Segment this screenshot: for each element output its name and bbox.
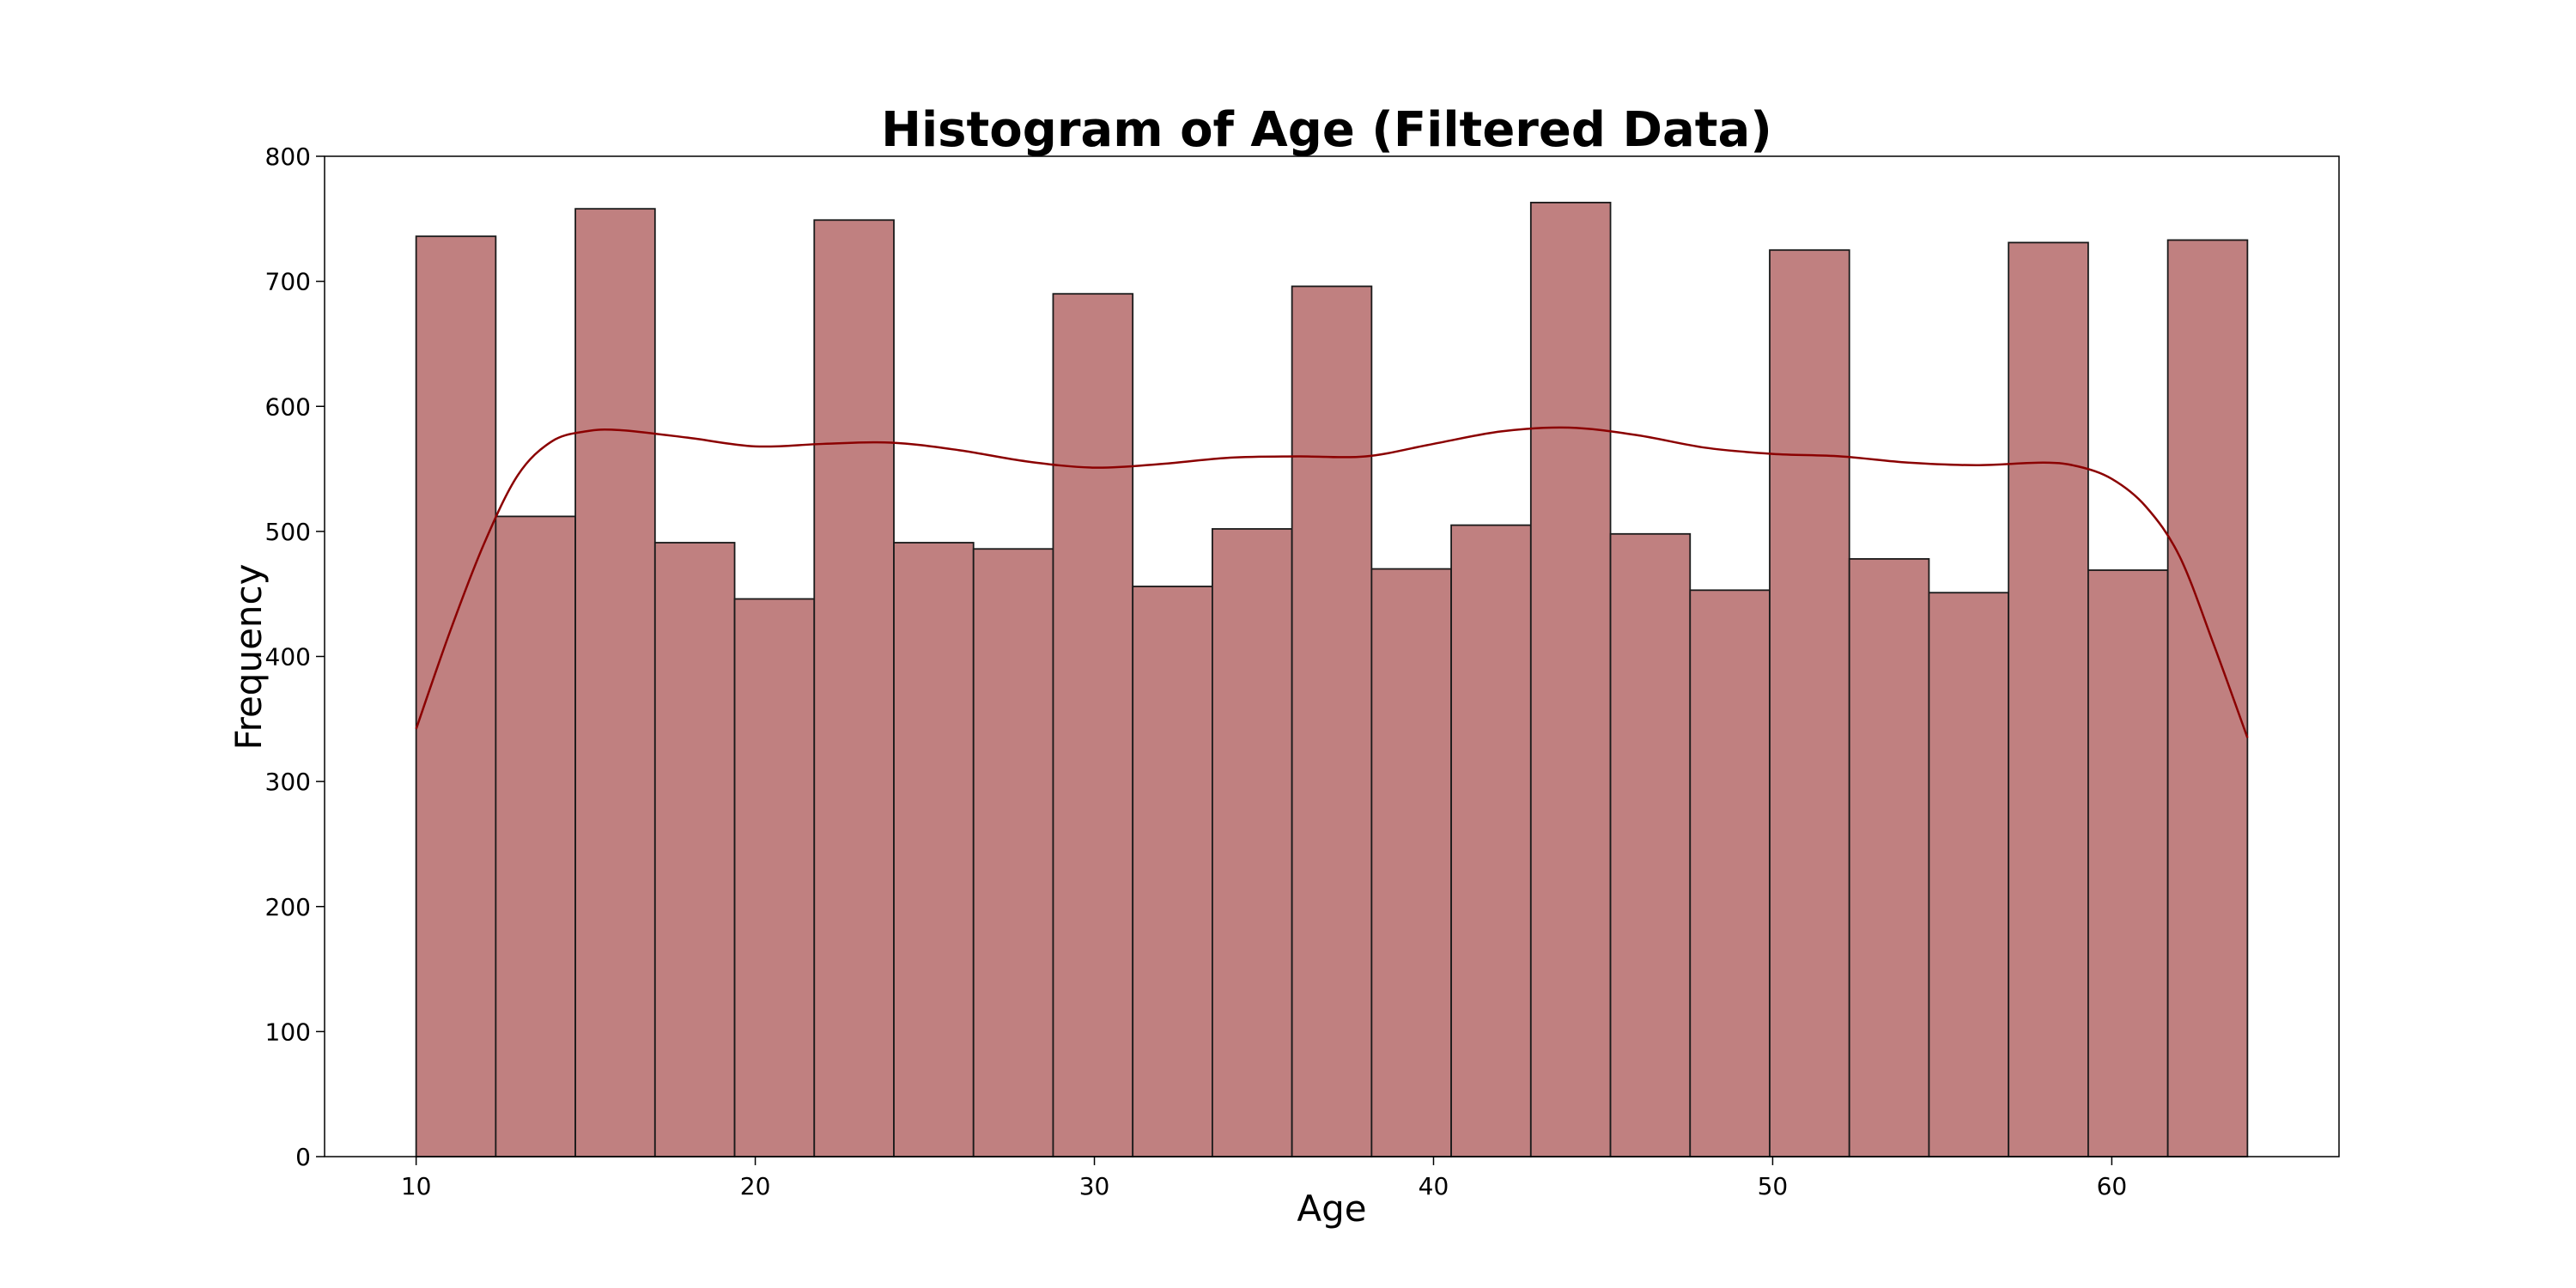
histogram-bar <box>972 548 1054 1157</box>
x-tick-label: 30 <box>1079 1172 1110 1200</box>
y-tick-label: 200 <box>265 893 311 921</box>
histogram-bar <box>733 598 816 1157</box>
y-axis-ticks: 0 100 200 300 400 500 600 700 800 <box>265 143 325 1171</box>
y-axis-label: Frequency <box>228 564 270 750</box>
y-tick-label: 0 <box>295 1143 311 1171</box>
histogram-bar <box>2166 239 2249 1157</box>
x-tick-label: 20 <box>740 1172 771 1200</box>
x-axis-ticks: 10 20 30 40 50 60 <box>401 1157 2127 1200</box>
y-tick-label: 500 <box>265 518 311 546</box>
histogram-bar <box>1769 249 1850 1157</box>
histogram-bar <box>574 208 656 1157</box>
histogram-bar <box>1848 558 1930 1157</box>
y-tick-label: 400 <box>265 643 311 671</box>
bars-layer <box>415 201 2249 1157</box>
y-tick-label: 800 <box>265 143 311 171</box>
y-tick-label: 700 <box>265 268 311 296</box>
y-tick-label: 100 <box>265 1018 311 1046</box>
x-tick-label: 50 <box>1758 1172 1789 1200</box>
histogram-bar <box>813 219 895 1157</box>
kde-curve <box>415 426 2249 738</box>
histogram-bar <box>1132 586 1213 1157</box>
histogram-bar <box>1689 589 1771 1157</box>
x-axis-label: Age <box>1297 1188 1366 1230</box>
histogram-bar <box>495 515 576 1157</box>
kde-layer <box>415 426 2249 738</box>
histogram-bar <box>1052 293 1134 1157</box>
histogram-bar <box>1291 285 1373 1157</box>
y-tick-label: 600 <box>265 392 311 421</box>
chart-title: Histogram of Age (Filtered Data) <box>881 102 1772 158</box>
histogram-bar <box>1450 524 1532 1157</box>
histogram-bar <box>653 542 736 1157</box>
histogram-bar <box>1609 532 1692 1157</box>
histogram-bar <box>415 235 497 1157</box>
histogram-bar <box>1212 528 1293 1157</box>
histogram-bar <box>1370 568 1452 1157</box>
histogram-bar <box>2087 569 2169 1157</box>
histogram-bar <box>2008 241 2089 1157</box>
histogram-bar <box>1928 592 2010 1157</box>
x-tick-label: 10 <box>401 1172 432 1200</box>
x-tick-label: 40 <box>1419 1172 1449 1200</box>
x-tick-label: 60 <box>2097 1172 2128 1200</box>
histogram-bar <box>893 542 975 1157</box>
y-tick-label: 300 <box>265 768 311 796</box>
histogram-bar <box>1529 201 1612 1157</box>
